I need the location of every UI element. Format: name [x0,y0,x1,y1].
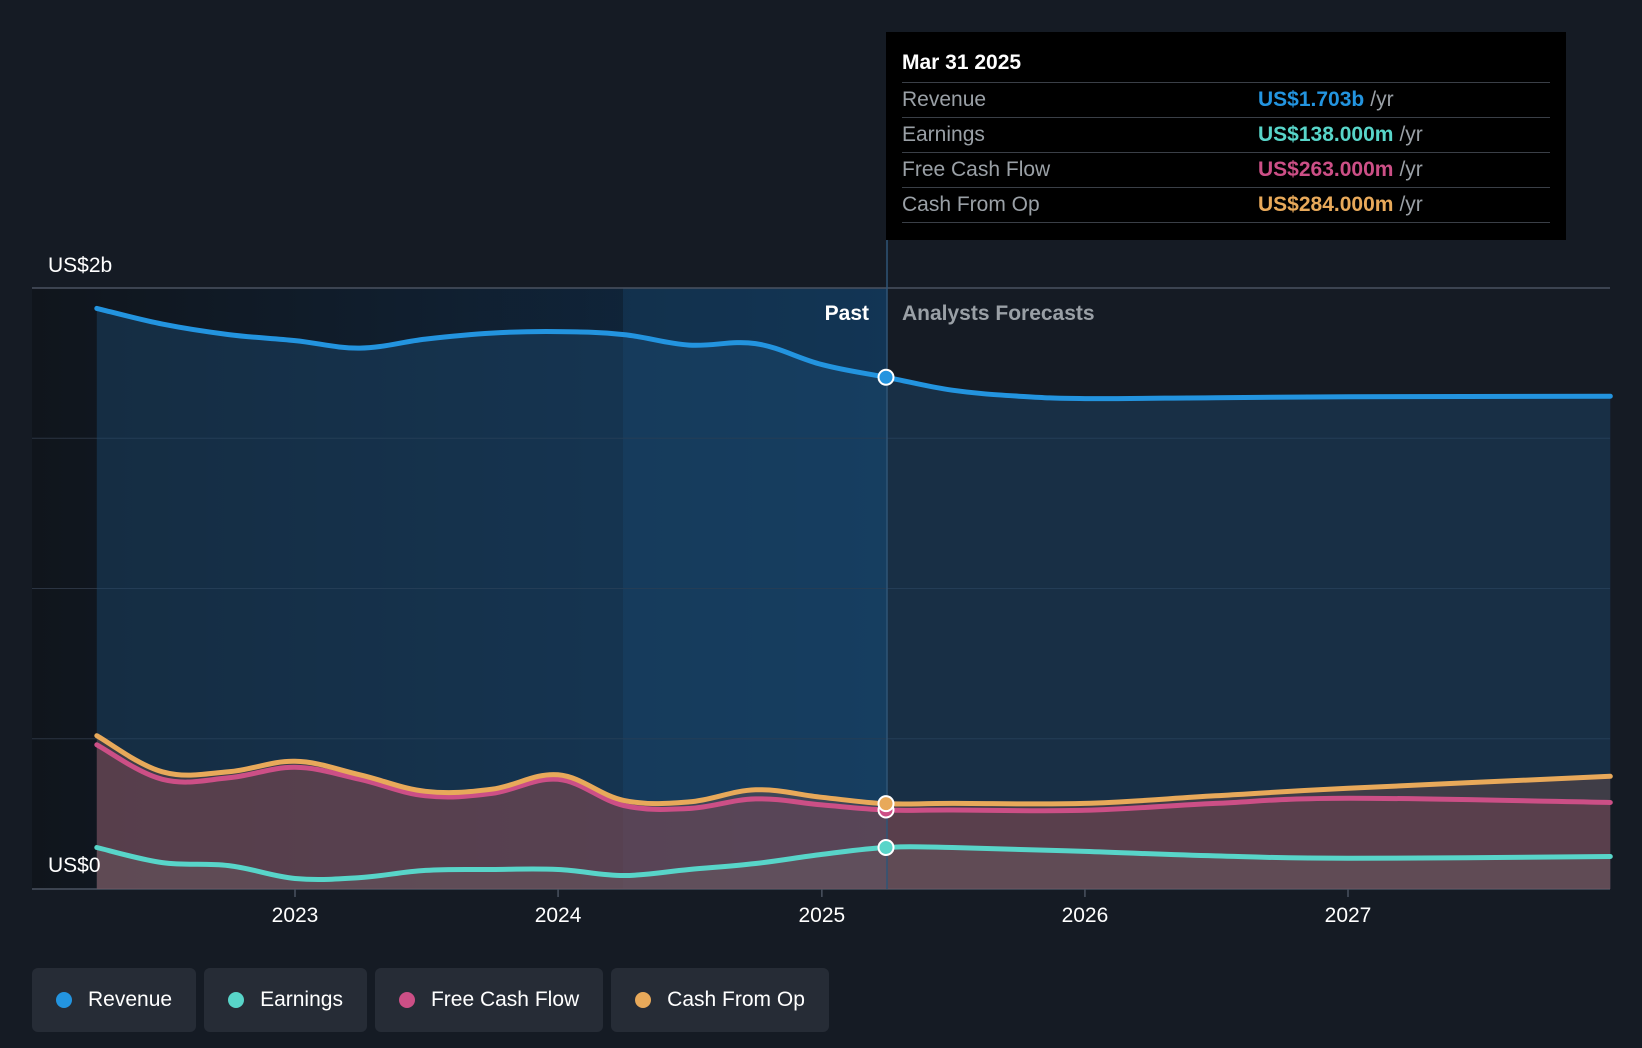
series-line [94,844,1613,883]
series-lines [94,305,1613,883]
tooltip-value: US$263.000m [1258,158,1394,181]
legend-item-cash-from-op[interactable]: Cash From Op [611,968,829,1032]
y-axis-top-label: US$2b [48,254,112,277]
tooltip-value: US$1.703b [1258,88,1365,111]
legend-dot-icon [56,992,72,1008]
forecast-label: Analysts Forecasts [902,302,1095,325]
past-label: Past [825,302,869,325]
x-axis-ticks: 2023 2024 2025 2026 2027 [272,889,1372,927]
legend-label: Free Cash Flow [430,988,580,1011]
series-marker [877,368,895,386]
legend-label: Revenue [88,988,173,1011]
data-tooltip: Mar 31 2025 Revenue US$1.703b /yr Earnin… [886,32,1566,240]
tooltip-unit: /yr [1399,123,1423,146]
series-line [94,733,1613,807]
chart-legend: Revenue Earnings Free Cash Flow Cash Fro… [32,968,829,1032]
tooltip-value: US$284.000m [1258,193,1394,216]
legend-label: Cash From Op [667,988,805,1011]
series-area [96,735,1611,889]
tooltip-unit: /yr [1370,88,1394,111]
series-marker [877,839,895,857]
series-marker [877,795,895,813]
x-tick-label: 2025 [799,904,846,927]
legend-item-earnings[interactable]: Earnings [204,968,367,1032]
tooltip-value: US$138.000m [1258,123,1394,146]
y-axis-bottom-label: US$0 [48,854,101,877]
x-tick-label: 2026 [1062,904,1109,927]
tooltip-row-free-cash-flow: Free Cash Flow US$263.000m /yr [902,152,1550,187]
tooltip-unit: /yr [1399,158,1423,181]
legend-dot-icon [228,992,245,1008]
tooltip-row-cash-from-op: Cash From Op US$284.000m /yr [902,187,1550,223]
tooltip-label: Revenue [902,88,987,111]
tooltip-row-revenue: Revenue US$1.703b /yr [902,82,1550,117]
tooltip-unit: /yr [1399,193,1423,216]
x-tick-label: 2023 [272,904,319,927]
x-tick-label: 2027 [1325,904,1372,927]
legend-item-revenue[interactable]: Revenue [32,968,197,1032]
series-line [94,305,1613,402]
series-line [94,742,1613,814]
tooltip-row-earnings: Earnings US$138.000m /yr [902,117,1550,152]
legend-dot-icon [398,992,415,1008]
series-area [96,744,1611,889]
series-areas [96,308,1611,889]
legend-item-free-cash-flow[interactable]: Free Cash Flow [374,968,604,1032]
legend-dot-icon [635,992,652,1008]
x-tick-label: 2024 [535,904,582,927]
legend-label: Earnings [260,988,343,1011]
tooltip-label: Free Cash Flow [902,158,1051,181]
tooltip-label: Cash From Op [902,193,1040,216]
series-area [96,308,1611,889]
tooltip-label: Earnings [902,123,985,146]
series-markers [877,368,895,857]
tooltip-date: Mar 31 2025 [902,51,1022,74]
